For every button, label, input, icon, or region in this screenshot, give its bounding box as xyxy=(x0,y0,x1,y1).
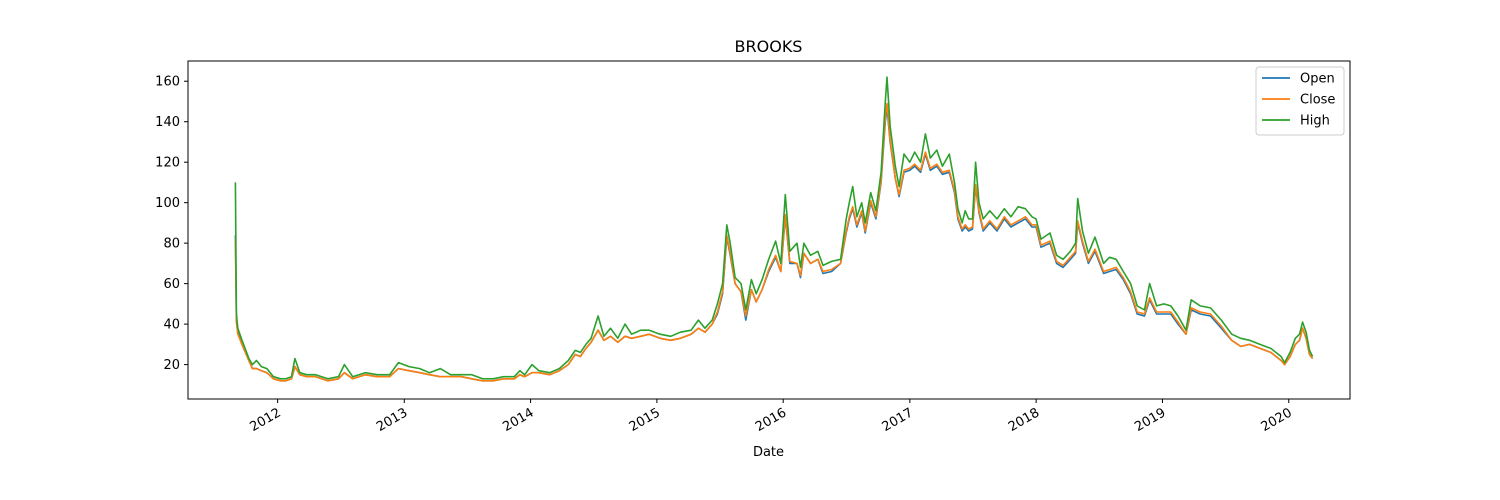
y-tick-label: 120 xyxy=(155,156,180,171)
series-line-high xyxy=(234,76,1314,380)
legend-label-high: High xyxy=(1300,114,1330,129)
y-tick-label: 80 xyxy=(163,237,180,252)
y-tick-label: 60 xyxy=(163,277,180,292)
y-tick-label: 140 xyxy=(155,115,180,130)
legend: Open Close High xyxy=(1255,66,1345,136)
legend-label-open: Open xyxy=(1300,72,1335,87)
y-tick-label: 40 xyxy=(163,318,180,333)
legend-box xyxy=(1255,66,1345,136)
series-line-close xyxy=(234,102,1314,382)
x-axis-label: Date xyxy=(753,445,784,460)
y-axis: 20 40 60 80 100 120 140 160 xyxy=(155,75,188,373)
series-group xyxy=(234,76,1314,382)
y-tick-label: 160 xyxy=(155,75,180,90)
y-tick-label: 100 xyxy=(155,196,180,211)
y-tick-label: 20 xyxy=(163,358,180,373)
plot-frame xyxy=(187,60,1351,400)
plot-area xyxy=(187,60,1351,400)
legend-label-close: Close xyxy=(1300,93,1335,108)
chart-title: BROOKS xyxy=(735,37,803,56)
